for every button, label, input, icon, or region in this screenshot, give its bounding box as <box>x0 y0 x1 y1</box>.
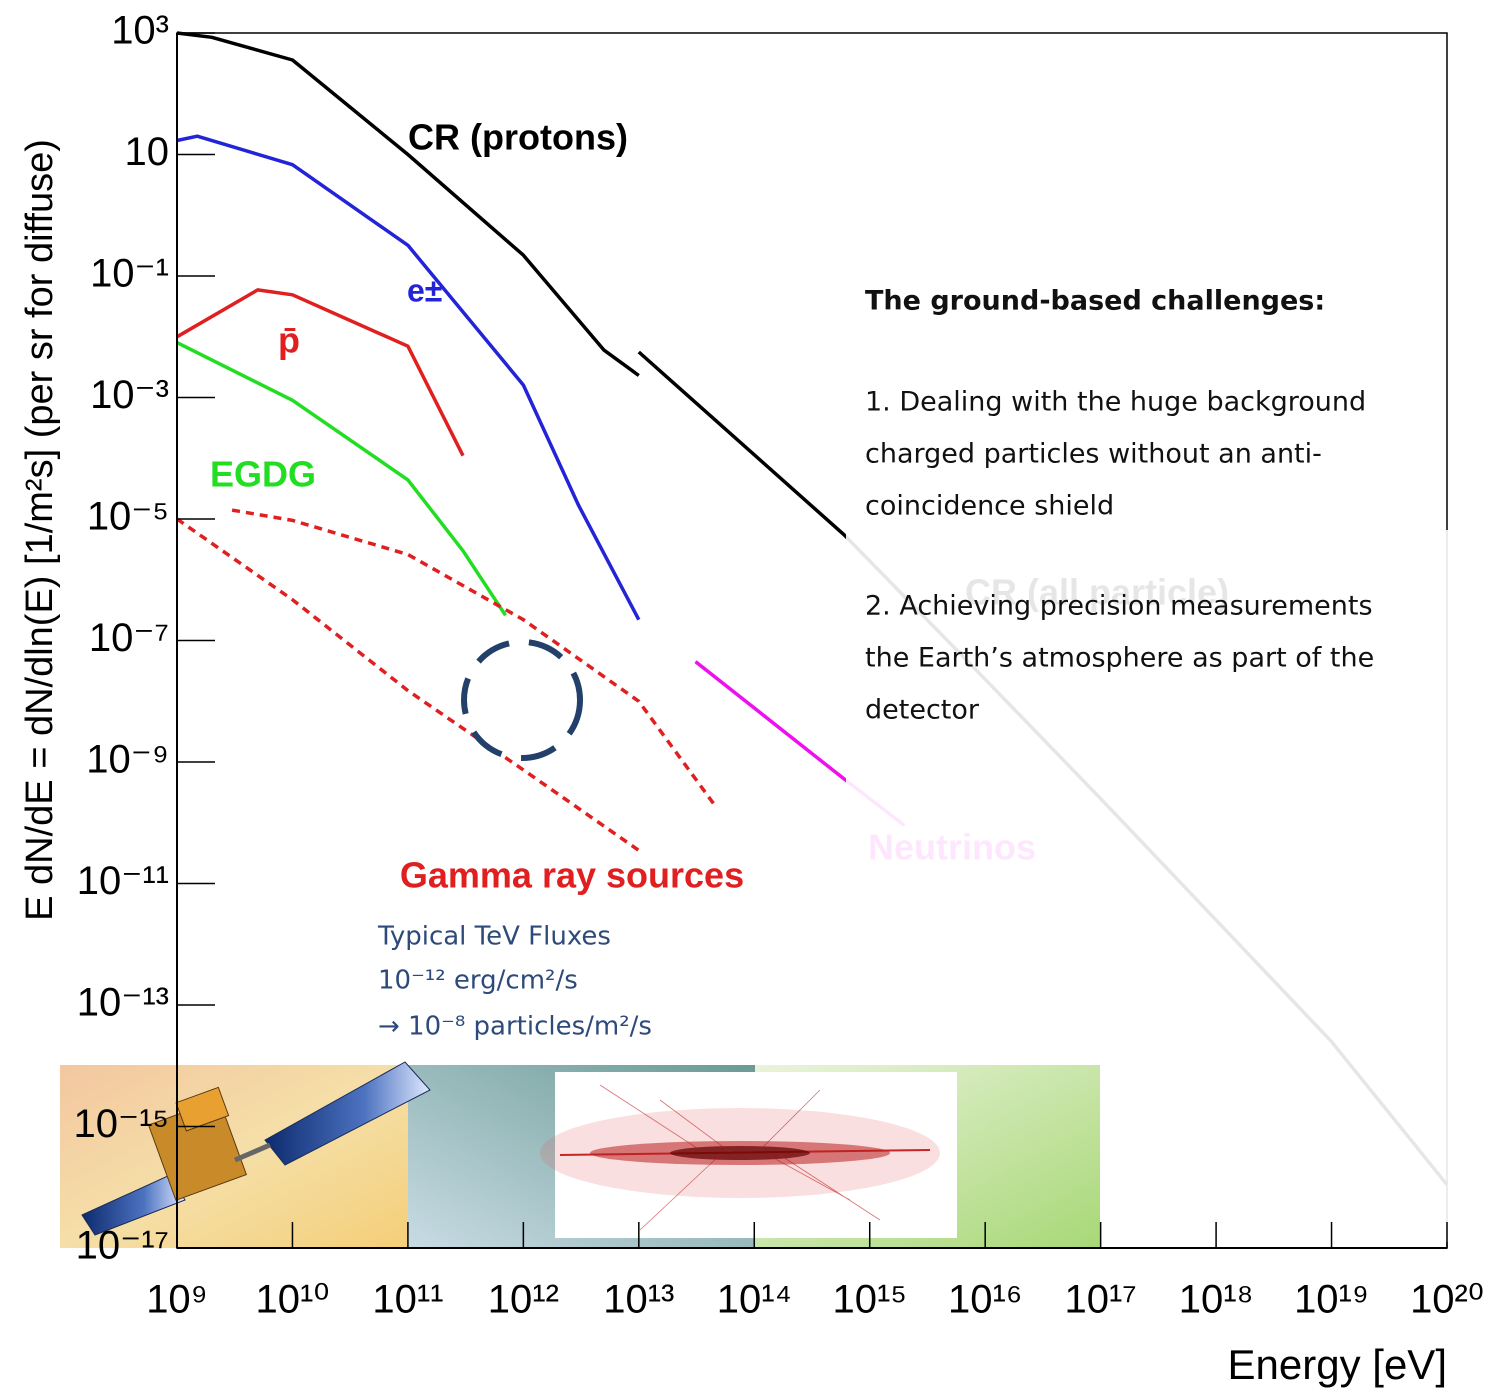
series-label: EGDG <box>210 454 316 495</box>
x-tick-label: 10²⁰ <box>1410 1278 1484 1322</box>
y-tick-label: 10⁻¹⁵ <box>73 1102 169 1146</box>
x-tick-label: 10¹² <box>488 1278 559 1322</box>
challenges-heading: The ground-based challenges: <box>865 286 1325 317</box>
y-tick-label: 10 <box>125 130 170 174</box>
challenge-line: 1. Dealing with the huge background <box>865 387 1366 418</box>
y-tick-label: 10⁻⁵ <box>87 495 169 539</box>
x-tick-label: 10¹⁰ <box>256 1278 330 1322</box>
series-label: CR (protons) <box>408 117 628 158</box>
challenge-line: coincidence shield <box>865 491 1114 522</box>
x-tick-label: 10¹⁷ <box>1064 1278 1136 1322</box>
challenge-line: 2. Achieving precision measurements <box>865 591 1373 622</box>
y-tick-label: 10⁻⁷ <box>89 616 169 660</box>
flux-note-line: Typical TeV Fluxes <box>377 922 611 952</box>
challenges: The ground-based challenges: 1. Dealing … <box>865 286 1374 726</box>
y-tick-label: 10⁻¹⁷ <box>76 1224 169 1268</box>
challenge-line: detector <box>865 695 980 726</box>
x-tick-label: 10¹⁶ <box>948 1278 1022 1322</box>
y-tick-label: 10⁻¹³ <box>77 981 169 1025</box>
x-tick-label: 10¹⁴ <box>717 1278 792 1322</box>
x-tick-label: 10¹⁹ <box>1294 1278 1369 1322</box>
y-tick-label: 10⁻¹¹ <box>77 859 169 903</box>
flux-note: Typical TeV Fluxes 10⁻¹² erg/cm²/s → 10⁻… <box>377 922 652 1042</box>
series-line <box>177 33 639 376</box>
highlight-circle <box>464 642 580 758</box>
series-label: Gamma ray sources <box>400 855 744 896</box>
series-label: p̄ <box>278 320 300 361</box>
series-line <box>177 510 714 850</box>
challenge-line: the Earth’s atmosphere as part of the <box>865 643 1374 674</box>
challenge-line: charged particles without an anti- <box>865 439 1322 470</box>
y-axis-title: E dN/dE = dN/dln(E) [1/m²s] (per sr for … <box>19 139 61 921</box>
x-axis-title: Energy [eV] <box>1228 1341 1447 1388</box>
x-tick-label: 10¹³ <box>603 1278 674 1322</box>
flux-note-line: → 10⁻⁸ particles/m²/s <box>378 1012 652 1042</box>
flux-note-line: 10⁻¹² erg/cm²/s <box>378 966 578 996</box>
y-tick-label: 10⁻⁹ <box>86 738 169 782</box>
y-tick-label: 10³ <box>111 9 169 53</box>
series-line <box>177 290 463 456</box>
series-label: e± <box>407 272 442 308</box>
x-tick-label: 10¹⁸ <box>1179 1278 1254 1322</box>
x-tick-label: 10⁹ <box>146 1278 208 1322</box>
instrument-images <box>60 1062 1100 1248</box>
y-tick-label: 10⁻¹ <box>90 252 169 296</box>
chart: CR (protons)e±p̄EGDGGamma ray sourcesNeu… <box>0 0 1494 1398</box>
x-tick-label: 10¹⁵ <box>833 1278 907 1322</box>
x-tick-label: 10¹¹ <box>372 1278 443 1322</box>
y-tick-label: 10⁻³ <box>90 373 169 417</box>
